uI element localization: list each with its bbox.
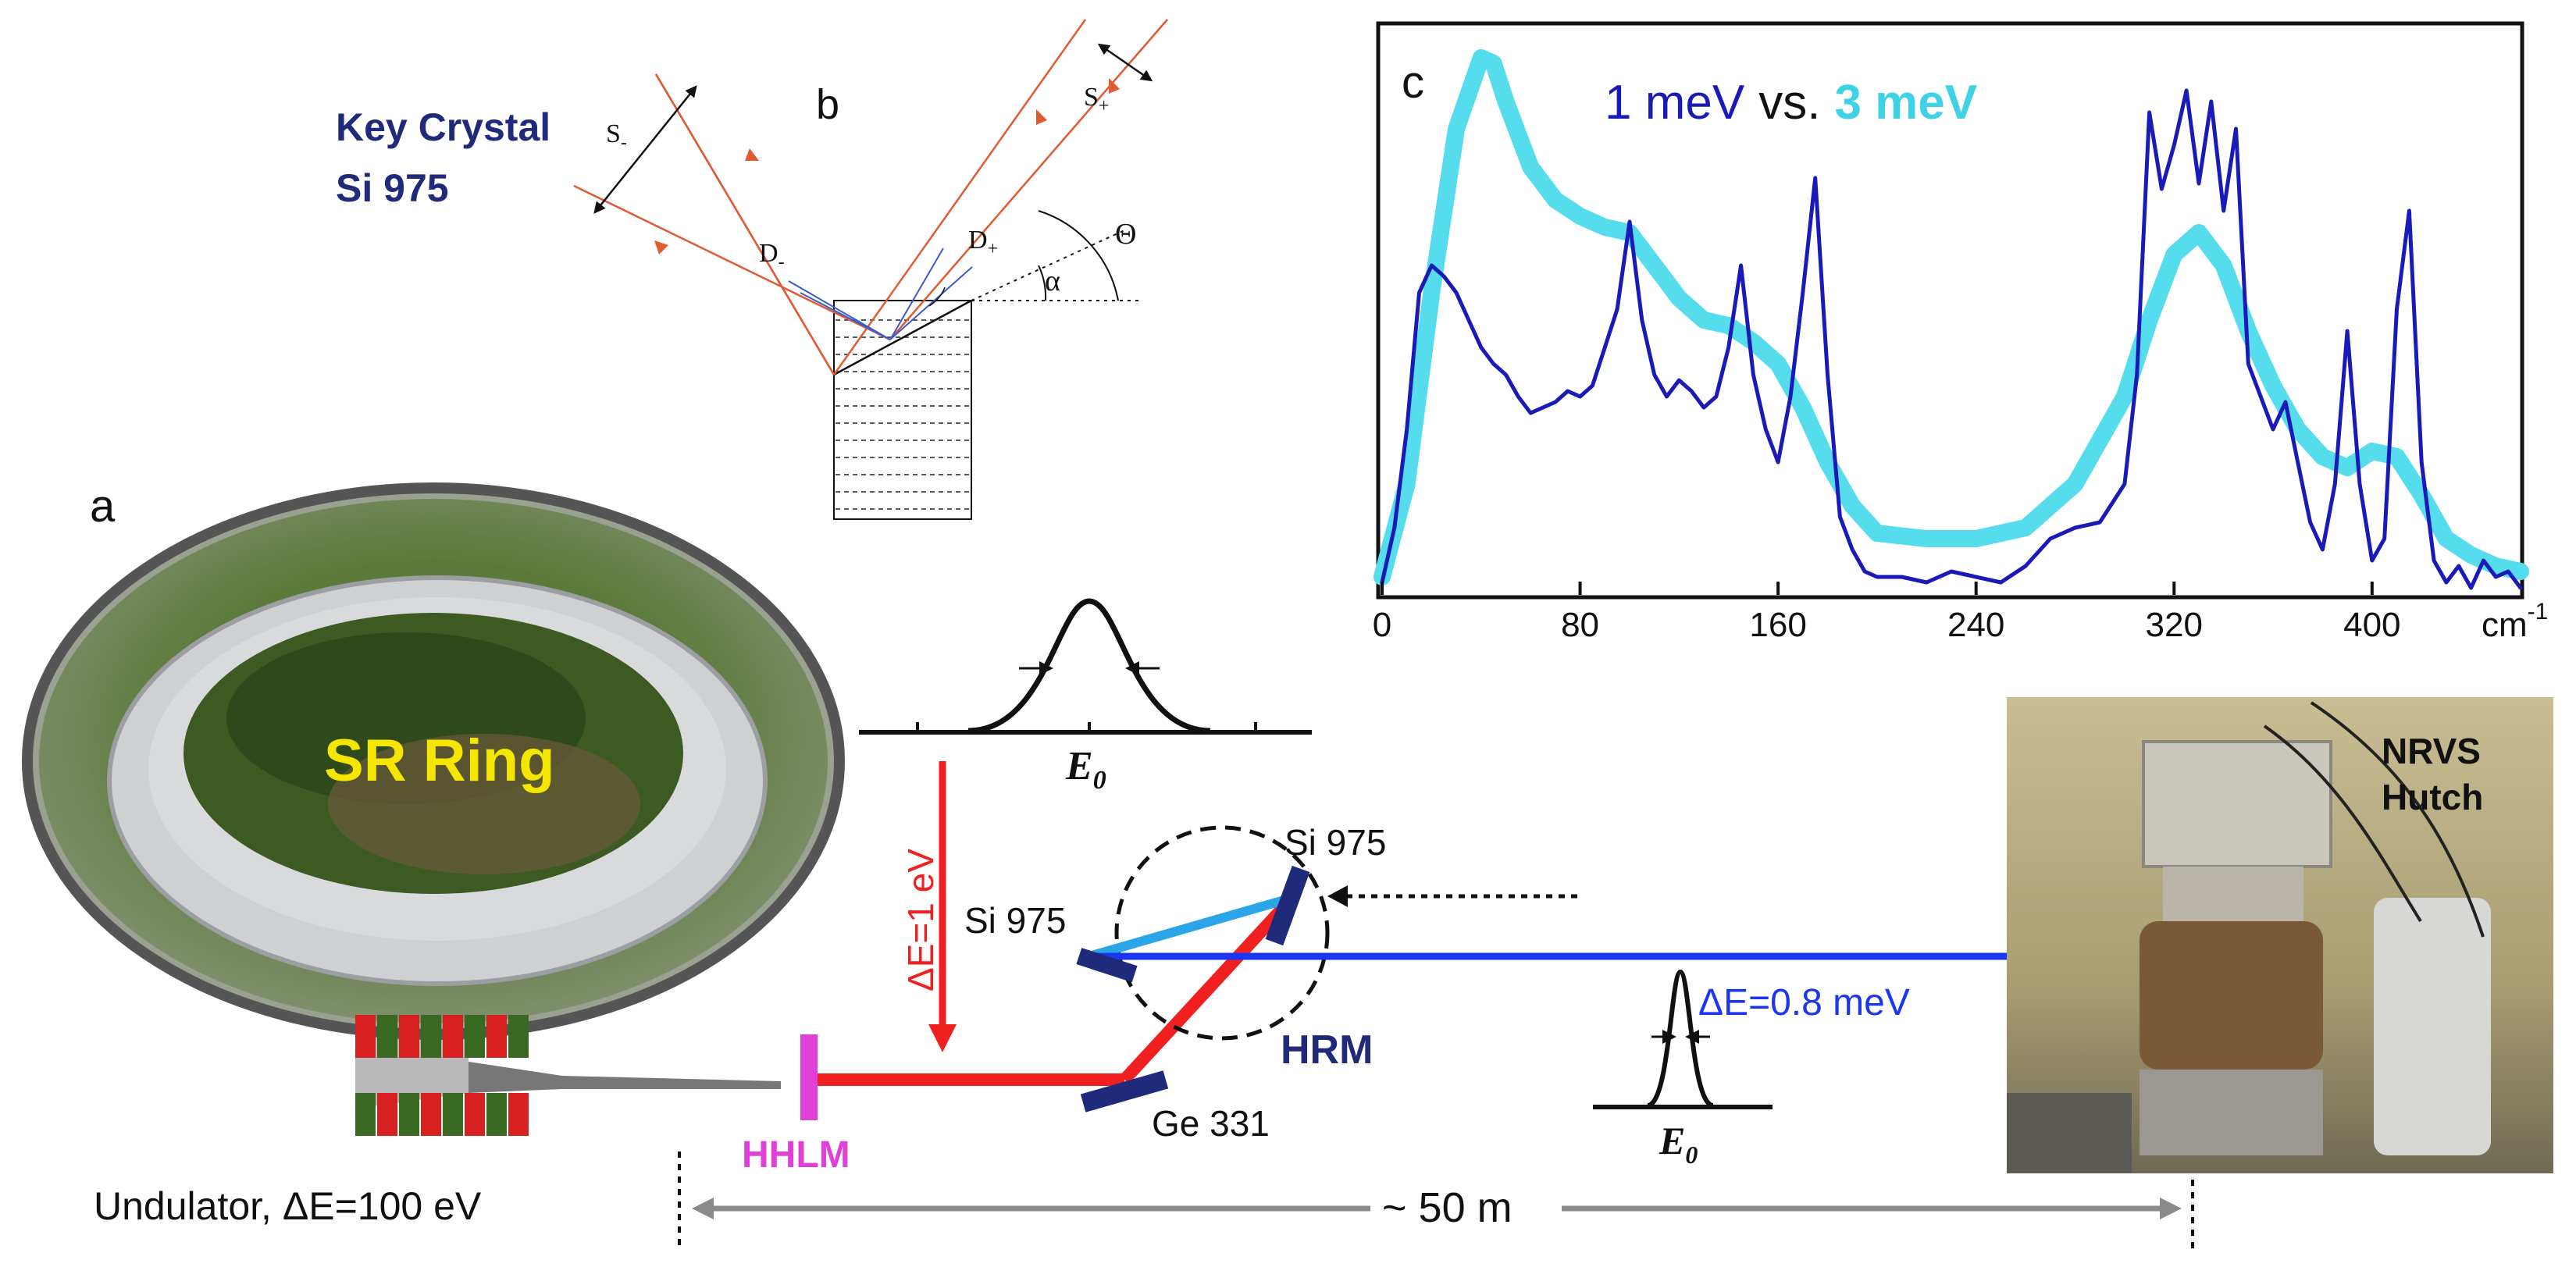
hutch-label-line2: Hutch bbox=[2382, 777, 2483, 817]
series-line-1-mev bbox=[1380, 88, 2523, 590]
series-line-3-mev bbox=[1374, 49, 2529, 586]
hrm-label: HRM bbox=[1281, 1027, 1373, 1073]
ring-cleared-area bbox=[328, 734, 640, 874]
theta-arc bbox=[1038, 210, 1119, 301]
e0-top-label: E0 bbox=[1065, 744, 1106, 795]
panel-label-c: c bbox=[1402, 57, 1424, 108]
s-plus-label: S+ bbox=[1084, 83, 1109, 116]
hutch-floor-equipment bbox=[2007, 1093, 2132, 1173]
hutch-upper-chamber bbox=[2142, 740, 2332, 868]
sr-ring-label: SR Ring bbox=[324, 728, 555, 794]
top-gaussian-peak bbox=[967, 598, 1211, 734]
nrvs-hutch-photo: NRVS Hutch bbox=[2007, 697, 2553, 1173]
incident-arrowhead-1 bbox=[745, 148, 759, 161]
si975-left-label: Si 975 bbox=[964, 900, 1066, 941]
exit-arrowhead-1 bbox=[1036, 109, 1047, 125]
x-tick-label: 320 bbox=[2146, 606, 2203, 644]
hrm-circle bbox=[1114, 825, 1330, 1041]
hrm-internal-beam bbox=[1088, 893, 1294, 961]
key-crystal-subtitle: Si 975 bbox=[336, 166, 449, 210]
x-tick-label: 400 bbox=[2343, 606, 2400, 644]
crystal-diagram: Key Crystal Si 975 b bbox=[336, 19, 1168, 520]
panel-label-b: b bbox=[816, 81, 839, 128]
ge331-reflected-beam bbox=[1120, 893, 1297, 1084]
undulator-beam-cone bbox=[469, 1062, 781, 1093]
divergence-lines bbox=[788, 247, 973, 340]
si975-right-crystal bbox=[1265, 865, 1310, 946]
crystal-block bbox=[833, 300, 972, 520]
panel-label-a: a bbox=[90, 481, 116, 532]
hutch-neck bbox=[2163, 867, 2303, 921]
hhlm-crystal bbox=[800, 1034, 818, 1120]
undulator-magnets bbox=[355, 1015, 529, 1136]
d-minus-label: D- bbox=[759, 239, 785, 272]
chart-series-layer bbox=[1374, 49, 2529, 590]
sr-ring-panel: a SR Ring Und bbox=[22, 481, 845, 1228]
spectrum-chart: 0 80 160 240 320 400 c 1 meV vs. 3 meV cm-1 bbox=[1373, 21, 2548, 644]
hutch-sample-cylinder bbox=[2140, 921, 2323, 1070]
hutch-label-line1: NRVS bbox=[2382, 731, 2481, 771]
crystal-surface bbox=[833, 299, 972, 376]
x-axis-unit: cm-1 bbox=[2482, 599, 2548, 644]
ge331-label: Ge 331 bbox=[1152, 1103, 1270, 1144]
e0-bottom-label: E0 bbox=[1659, 1119, 1698, 1169]
exit-arrowhead-2 bbox=[1109, 78, 1120, 94]
si975-right-label: Si 975 bbox=[1284, 822, 1386, 863]
incident-arrowhead-2 bbox=[654, 240, 668, 255]
chart-title: 1 meV vs. 3 meV bbox=[1605, 76, 1977, 130]
delta-e-1ev-label: ΔE=1 eV bbox=[900, 849, 941, 991]
beamline-schematic: E0 ΔE=1 eV HHLM HRM Si 975 Si 975 Ge 331… bbox=[678, 598, 2364, 1249]
delta-e-08mev-label: ΔE=0.8 meV bbox=[1698, 982, 1910, 1023]
hrm-pointer-arrowhead bbox=[1327, 885, 1348, 907]
hhlm-label: HHLM bbox=[742, 1134, 850, 1176]
undulator-label: Undulator, ΔE=100 eV bbox=[94, 1184, 482, 1228]
key-crystal-title: Key Crystal bbox=[336, 105, 550, 149]
distance-label: ~ 50 m bbox=[1382, 1184, 1512, 1231]
theta-label: Θ bbox=[1115, 218, 1136, 251]
hutch-base-stage bbox=[2140, 1070, 2323, 1155]
x-tick-label: 160 bbox=[1749, 606, 1806, 644]
d-plus-label: D+ bbox=[968, 226, 998, 259]
narrow-peak bbox=[1646, 969, 1715, 1108]
alpha-arc bbox=[1038, 265, 1047, 301]
x-tick-label: 80 bbox=[1561, 606, 1599, 644]
hutch-cryostat bbox=[2374, 898, 2491, 1155]
si975-left-crystal bbox=[1076, 948, 1138, 983]
ge331-crystal bbox=[1080, 1070, 1169, 1112]
s-plus-dimension bbox=[1097, 43, 1153, 82]
s-minus-dimension bbox=[593, 85, 697, 214]
x-tick-label: 240 bbox=[1947, 606, 2004, 644]
crystal-lattice-lines bbox=[836, 319, 970, 510]
chart-ticks-layer: 0 80 160 240 320 400 bbox=[1373, 582, 2401, 644]
alpha-label: α bbox=[1045, 265, 1060, 297]
s-minus-label: S- bbox=[606, 119, 627, 153]
x-tick-label: 0 bbox=[1373, 606, 1391, 644]
d-plus-arc bbox=[928, 287, 946, 307]
